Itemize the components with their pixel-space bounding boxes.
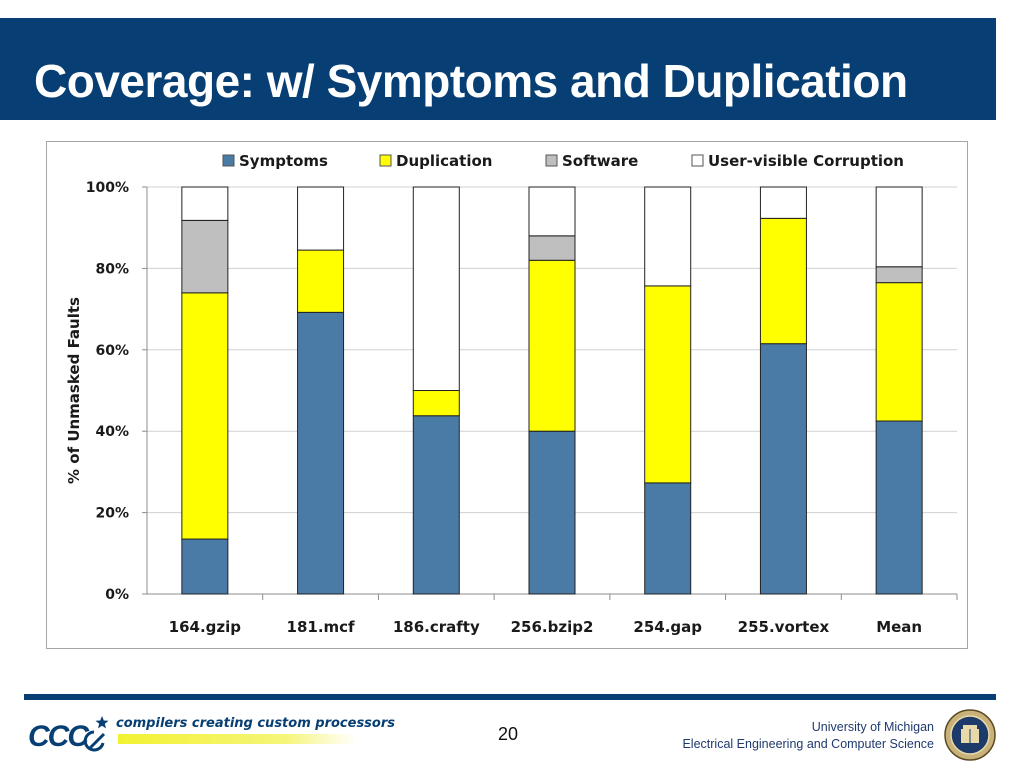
tagline: compilers creating custom processors — [116, 716, 395, 731]
bar-segment-symptoms — [759, 343, 807, 595]
legend-label: Symptoms — [239, 152, 328, 170]
legend-swatch — [545, 154, 558, 167]
bar-stack-164.gzip — [181, 186, 229, 595]
bar-segment-user-visible-corruption — [528, 186, 576, 237]
bar-segment-software — [875, 266, 923, 284]
bar-segment-symptoms — [181, 538, 229, 595]
x-tick-label: 181.mcf — [287, 618, 356, 636]
hammer-icon — [88, 732, 106, 750]
bar-segment-symptoms — [644, 482, 692, 595]
x-tick-label: Mean — [876, 618, 922, 636]
y-axis-label: % of Unmasked Faults — [65, 297, 83, 484]
bar-stack-254.gap — [644, 186, 692, 595]
page-number: 20 — [498, 724, 519, 744]
y-tick-label: 60% — [95, 343, 129, 359]
bar-segment-duplication — [297, 249, 345, 313]
x-tick-label: 254.gap — [633, 618, 702, 636]
y-tick-label: 0% — [105, 587, 129, 603]
legend-swatch — [379, 154, 392, 167]
bar-stack-Mean — [875, 186, 923, 595]
bar-segment-user-visible-corruption — [412, 186, 460, 391]
star-icon — [95, 716, 109, 729]
y-tick-label: 80% — [95, 261, 129, 277]
bar-segment-duplication — [759, 217, 807, 345]
x-tick-label: 164.gzip — [169, 618, 242, 636]
bar-segment-user-visible-corruption — [644, 186, 692, 287]
axes: 0% 20% 40% 60% 80% 100% % of Unmasked Faults 16… — [65, 180, 958, 636]
department-name: Electrical Engineering and Computer Scie… — [682, 737, 934, 751]
bar-segment-duplication — [644, 285, 692, 484]
university-block: University of Michigan Electrical Engine… — [682, 719, 934, 753]
legend-label: Duplication — [396, 152, 492, 170]
bar-stack-186.crafty — [412, 186, 460, 595]
tagline-underline — [118, 734, 356, 744]
footer-rule — [24, 694, 996, 700]
legend-swatch — [691, 154, 704, 167]
bar-segment-symptoms — [875, 420, 923, 595]
y-tick-label: 100% — [86, 180, 129, 196]
y-tick-label: 20% — [95, 506, 129, 522]
title-bar: Coverage: w/ Symptoms and Duplication — [0, 18, 996, 120]
bar-stack-256.bzip2 — [528, 186, 576, 595]
bar-segment-symptoms — [297, 311, 345, 595]
chart-frame: Symptoms Duplication Software User-visible … — [46, 141, 968, 649]
university-name: University of Michigan — [811, 720, 934, 734]
chart-legend: Symptoms Duplication Software User-visible … — [222, 152, 904, 170]
ccc-logo: CCC — [28, 716, 109, 753]
legend-swatch — [222, 154, 235, 167]
bar-segment-duplication — [528, 259, 576, 432]
bar-segment-software — [528, 235, 576, 261]
bar-segment-duplication — [412, 390, 460, 417]
x-tick-label: 256.bzip2 — [511, 618, 594, 636]
stacked-bar-chart: Symptoms Duplication Software User-visible … — [65, 152, 958, 636]
bar-stack-181.mcf — [297, 186, 345, 595]
bar-segment-symptoms — [412, 415, 460, 595]
legend-label: User-visible Corruption — [708, 152, 904, 170]
y-tick-label: 40% — [95, 424, 129, 440]
bar-stack-255.vortex — [759, 186, 807, 595]
bar-segment-duplication — [181, 292, 229, 540]
bar-segment-user-visible-corruption — [181, 186, 229, 221]
bar-segment-duplication — [875, 282, 923, 422]
bar-segment-software — [181, 219, 229, 294]
x-tick-label: 255.vortex — [738, 618, 830, 636]
sickle-icon — [83, 730, 105, 752]
bar-segment-user-visible-corruption — [297, 186, 345, 251]
logo-text: CCC — [28, 720, 90, 753]
x-tick-label: 186.crafty — [393, 618, 480, 636]
bar-segment-symptoms — [528, 430, 576, 595]
slide-title: Coverage: w/ Symptoms and Duplication — [34, 55, 908, 107]
bar-segment-user-visible-corruption — [759, 186, 807, 219]
legend-label: Software — [562, 152, 638, 170]
bar-stacks — [181, 186, 923, 595]
university-seal-icon — [944, 709, 996, 761]
bar-segment-user-visible-corruption — [875, 186, 923, 268]
